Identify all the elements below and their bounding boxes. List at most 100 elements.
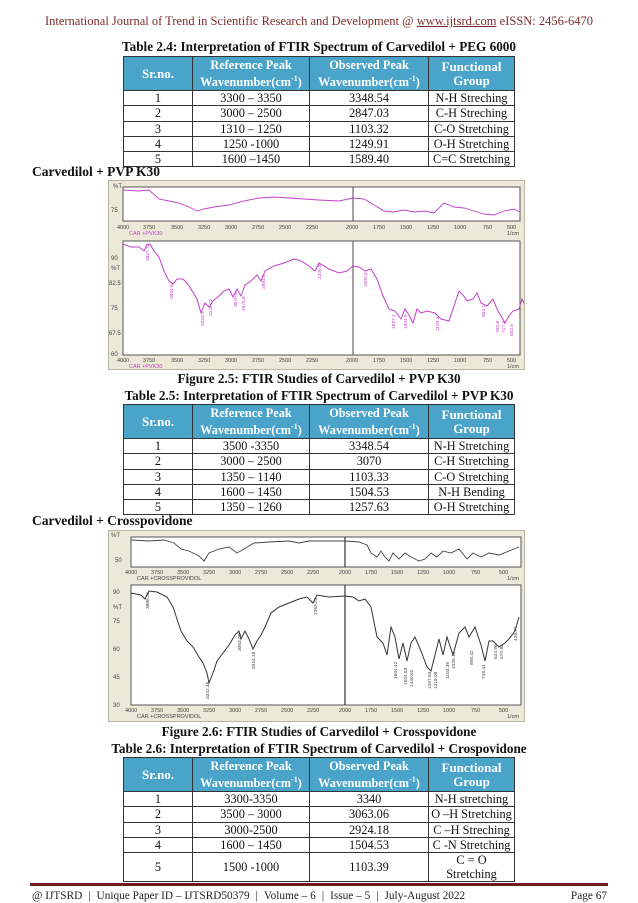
svg-text:500: 500 [499,708,508,714]
journal-url-link[interactable]: www.ijtsrd.com [416,14,497,28]
svg-text:2250: 2250 [307,570,319,576]
col-observed-peak: Observed Peak Wavenumber(cm-1) [309,403,429,440]
svg-text:750: 750 [471,570,480,576]
figure-2-6-caption: Figure 2.6: FTIR Studies of Carvedilol +… [161,724,477,739]
table-row: 1 3300-3350 3340 N-H stretching [123,791,515,808]
svg-text:500: 500 [507,358,516,364]
svg-text:%T: %T [111,266,120,272]
table-row: 3 1350 – 1140 1103.33 C-O Stretching [123,468,515,485]
svg-text:3250: 3250 [203,708,215,714]
svg-text:2881.5: 2881.5 [261,274,267,289]
svg-text:1/cm: 1/cm [507,714,519,720]
page-footer: @ IJTSRD | Unique Paper ID – IJTSRD50379 | V… [32,890,607,902]
table-header-row: Sr.no. Reference Peak Wavenumber(cm-1) Ob… [123,403,515,440]
svg-text:2750: 2750 [252,225,264,231]
svg-text:864.1: 864.1 [481,305,487,317]
col-functional-group: Functional Group [428,403,515,440]
svg-text:1500: 1500 [391,570,403,576]
svg-text:570.95: 570.95 [499,644,505,659]
table-row: 4 1250 -1000 1249.91 O-H Stretching [123,135,515,152]
svg-text:1750: 1750 [365,708,377,714]
table-2-5-caption: Table 2.5: Interpretation of FTIR Spectr… [124,388,514,403]
figure-2-5-caption: Figure 2.5: FTIR Studies of Carvedilol +… [177,371,461,386]
table-row: 2 3000 – 2500 2847.03 C-H Streching [123,105,515,122]
ftir-spectrum-crosspovidone: %T 50 4000 3750 3500 3250 3000 2750 2500 2250 20… [108,530,525,722]
table-2-6: Sr.no. Reference Peak Wavenumber(cm-1) Ob… [123,756,515,883]
svg-text:439.77: 439.77 [513,626,519,641]
svg-text:3886.31: 3886.31 [145,591,151,609]
svg-text:2500: 2500 [281,708,293,714]
svg-text:3000: 3000 [229,570,241,576]
svg-text:3250: 3250 [203,570,215,576]
svg-text:1219.08: 1219.08 [433,671,439,689]
svg-text:75: 75 [111,306,118,312]
svg-text:1/cm: 1/cm [507,231,519,237]
svg-text:1750: 1750 [365,570,377,576]
svg-text:2000: 2000 [346,358,358,364]
svg-text:652.6: 652.6 [509,324,515,336]
table-row: 5 1350 – 1260 1257.63 O-H Stretching [123,498,515,516]
journal-name: International Journal of Trend in Scient… [44,14,417,28]
svg-text:CAR +CROSSPROVIDOL: CAR +CROSSPROVIDOL [137,576,201,582]
svg-text:1604.42: 1604.42 [393,661,399,679]
journal-issn: eISSN: 2456-6470 [496,14,594,28]
table-row: 3 1310 – 1250 1103.32 C-O Stretching [123,120,515,137]
svg-text:2353.23: 2353.23 [313,597,319,615]
svg-text:1500: 1500 [400,358,412,364]
table-2-6-caption: Table 2.6: Interpretation of FTIR Spectr… [111,741,527,756]
svg-text:748.41: 748.41 [481,664,487,679]
svg-text:2500: 2500 [279,358,291,364]
svg-text:3000: 3000 [225,225,237,231]
col-functional-group: Functional Group [428,55,515,92]
svg-text:60: 60 [111,352,118,358]
svg-text:1504.5: 1504.5 [403,314,409,329]
svg-text:2975.8: 2975.8 [241,296,247,311]
table-2-5: Sr.no. Reference Peak Wavenumber(cm-1) Ob… [123,403,515,516]
svg-text:3500: 3500 [177,708,189,714]
svg-text:1257.63: 1257.63 [427,671,433,689]
svg-text:2500: 2500 [279,225,291,231]
svg-text:3827.72: 3827.72 [145,243,151,261]
section-heading-crosspovidone: Carvedilol + Crosspovidone [32,513,193,528]
table-row: 3 3000-2500 2924.18 C –H Streching [123,821,515,838]
svg-text:1500: 1500 [400,225,412,231]
footer-publisher: @ IJTSRD [32,890,83,902]
svg-text:4000: 4000 [125,570,137,576]
svg-text:3342.45: 3342.45 [205,681,211,699]
svg-text:2924.18: 2924.18 [251,651,257,669]
svg-text:3070.6: 3070.6 [233,292,239,307]
svg-text:1440.62: 1440.62 [409,669,415,687]
svg-text:3750: 3750 [143,225,155,231]
svg-text:%T: %T [111,533,120,539]
table-2-4-caption: Table 2.4: Interpretation of FTIR Spectr… [122,39,516,54]
svg-text:2500: 2500 [281,570,293,576]
section-heading-pvp: Carvedilol + PVP K30 [32,164,161,179]
table-row: 5 1600 –1450 1589.40 C=C Stretching [123,150,515,168]
svg-text:90: 90 [113,590,120,596]
svg-text:1504.53: 1504.53 [403,667,409,685]
svg-text:2250: 2250 [307,708,319,714]
col-reference-peak: Reference Peak Wavenumber(cm-1) [192,403,310,440]
svg-text:1250: 1250 [417,708,429,714]
table-row: 4 1600 – 1450 1504.53 N-H Bending [123,483,515,500]
page-number: Page 67 [570,890,607,902]
y-axis-label: %T [113,184,122,190]
svg-text:500: 500 [507,225,516,231]
svg-text:2250: 2250 [306,358,318,364]
svg-text:1000: 1000 [443,708,455,714]
svg-text:1250: 1250 [427,358,439,364]
col-observed-peak: Observed Peak Wavenumber(cm-1) [309,55,429,92]
svg-text:1103.3: 1103.3 [435,316,441,331]
svg-text:3250: 3250 [198,225,210,231]
table-row: 1 3500 -3350 3348.54 N-H Stretching [123,438,515,455]
table-row: 5 1500 -1000 1103.39 C = O Stretching [123,851,515,883]
table-2-4: Sr.no. Reference Peak Wavenumber(cm-1) Ob… [123,55,515,168]
table-row: 2 3500 – 3000 3063.06 O –H Stretching [123,806,515,823]
svg-text:2000: 2000 [339,570,351,576]
svg-text:750: 750 [471,708,480,714]
svg-text:4000: 4000 [125,708,137,714]
table-header-row: Sr.no. Reference Peak Wavenumber(cm-1) Ob… [123,55,515,92]
svg-text:1500: 1500 [391,708,403,714]
svg-text:2330.8: 2330.8 [317,264,323,279]
svg-text:1000: 1000 [454,358,466,364]
